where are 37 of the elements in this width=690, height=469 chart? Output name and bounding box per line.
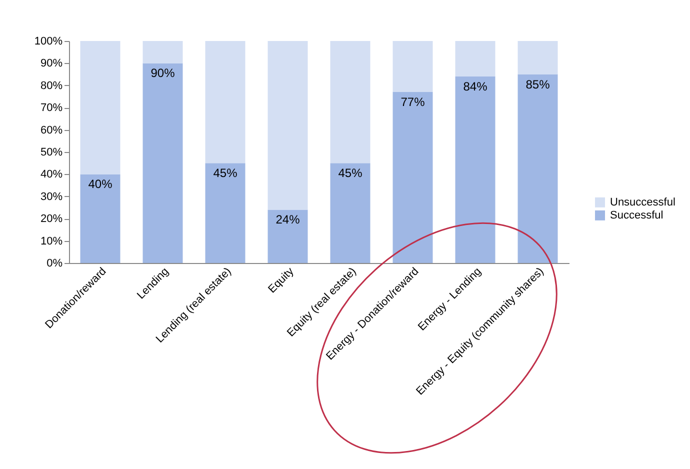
- y-tick-label: 80%: [40, 80, 63, 92]
- data-label: 45%: [338, 166, 363, 180]
- y-tick-label: 100%: [34, 36, 63, 48]
- bar: [268, 210, 308, 263]
- y-tick-label: 50%: [40, 146, 63, 158]
- bar: [80, 174, 120, 263]
- bar: [205, 163, 246, 263]
- data-label: 90%: [150, 66, 176, 80]
- y-tick-label: 90%: [40, 58, 63, 70]
- bar: [518, 74, 558, 263]
- data-label: 45%: [213, 166, 238, 180]
- y-tick-label: 40%: [40, 168, 63, 181]
- bar: [80, 41, 120, 174]
- bar: [330, 41, 370, 164]
- data-label: 85%: [526, 77, 550, 92]
- data-label: 24%: [276, 212, 300, 227]
- bar: [205, 41, 246, 164]
- legend-label: Successful: [610, 209, 664, 222]
- legend-label: Unsuccessful: [610, 196, 676, 208]
- bar: [330, 163, 370, 263]
- y-tick-label: 60%: [40, 124, 63, 136]
- bar: [392, 92, 433, 263]
- bar: [455, 76, 496, 263]
- bar: [455, 41, 496, 77]
- bar: [392, 41, 433, 92]
- data-label: 77%: [400, 95, 426, 110]
- y-tick-label: 70%: [40, 102, 63, 114]
- data-label: 40%: [88, 177, 113, 192]
- y-tick-label: 30%: [40, 190, 63, 203]
- bar: [142, 63, 183, 263]
- data-label: 84%: [463, 80, 488, 94]
- y-tick-label: 0%: [46, 258, 63, 270]
- bar: [142, 41, 183, 64]
- bar: [518, 41, 558, 74]
- y-tick-label: 20%: [40, 213, 63, 226]
- y-tick-label: 10%: [40, 235, 63, 248]
- bar: [268, 41, 308, 210]
